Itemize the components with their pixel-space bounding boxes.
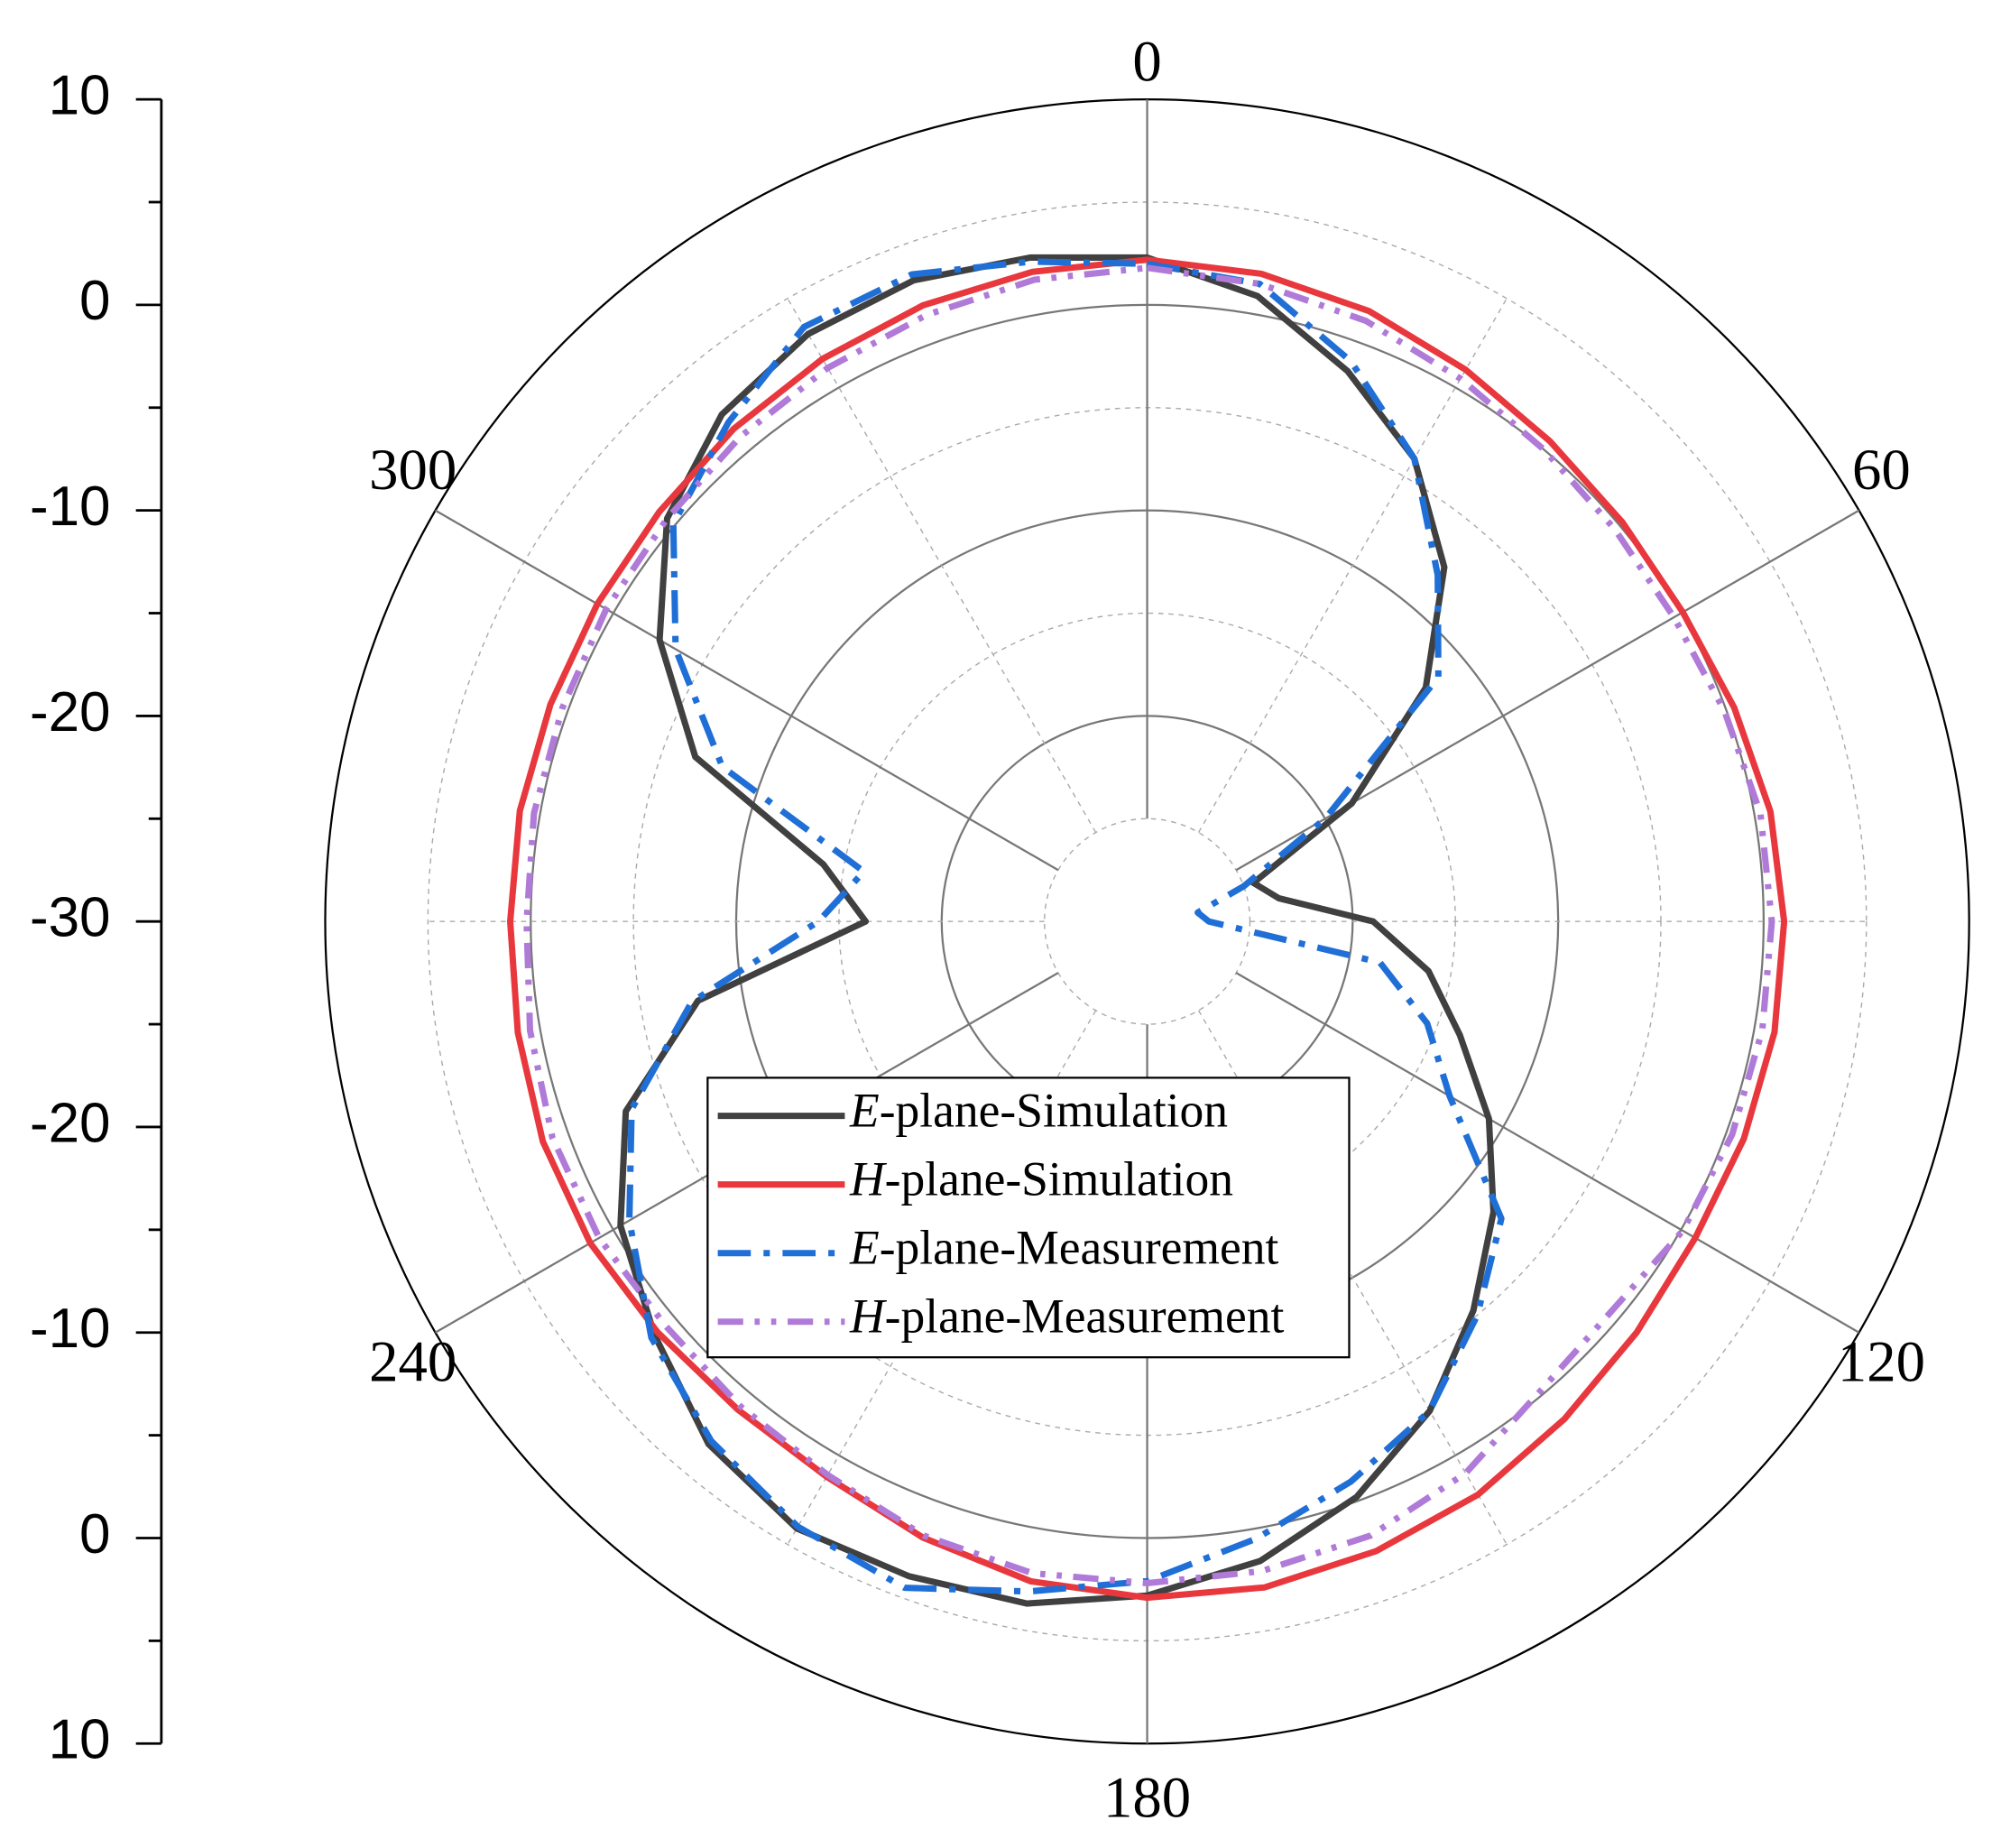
legend-label: H-plane-Measurement [849,1289,1284,1344]
axis-tick-label: -10 [30,1298,111,1360]
theta-tick-label: 300 [369,438,456,503]
pattern-curve [506,256,1788,1602]
axis-tick-label: -30 [30,887,111,949]
legend-label: H-plane-Simulation [849,1152,1233,1206]
minor-spoke [787,298,1097,833]
legend-label: E-plane-Simulation [849,1084,1228,1138]
legend: E-plane-Simulation H-plane-Simulation E-pl… [706,1076,1351,1359]
axis-tick-label: 10 [49,64,111,126]
theta-tick-label: 0 [1132,30,1161,95]
axis-tick-label: 0 [79,1503,110,1566]
axis-tick-label: -10 [30,476,111,538]
theta-tick-label: 180 [1103,1765,1191,1830]
legend-label: E-plane-Measurement [849,1221,1278,1275]
curves [506,254,1788,1607]
axis-tick-label: -20 [30,681,111,744]
theta-tick-label: 120 [1838,1329,1925,1394]
legend-box [706,1076,1351,1359]
theta-tick-label: 240 [369,1329,456,1394]
axis-tick-label: -20 [30,1092,111,1154]
theta-tick-label: 60 [1852,438,1911,503]
spoke [1235,972,1860,1334]
axis-tick-label: 10 [49,1709,111,1771]
radial-axis: -30 -20 -20 -10 -10 0 0 10 10 [30,64,163,1771]
spoke [434,509,1059,872]
minor-spoke [1197,298,1508,833]
pattern-curve [523,264,1775,1587]
axis-tick-label: 0 [79,270,110,332]
